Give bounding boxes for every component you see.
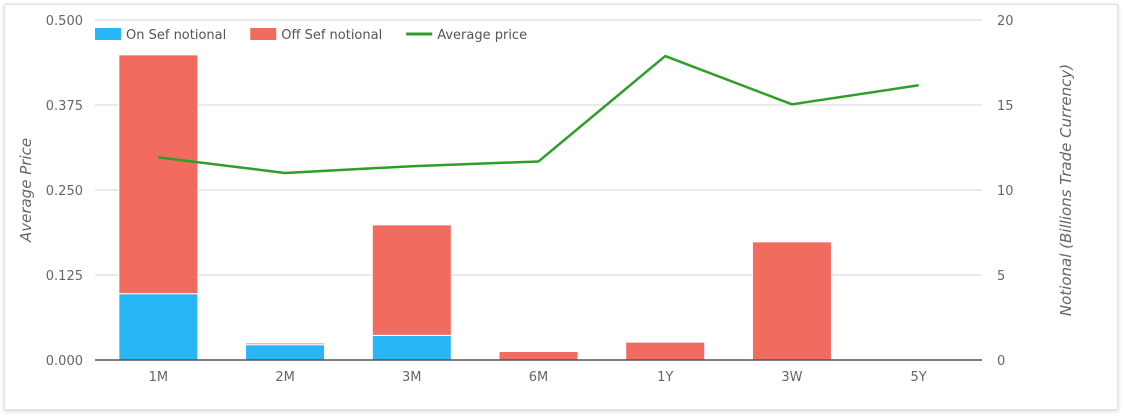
right-tick-label: 20 xyxy=(997,14,1014,29)
legend[interactable]: On Sef notional Off Sef notional Average p… xyxy=(95,28,527,43)
right-tick-label: 0 xyxy=(997,354,1005,369)
bars xyxy=(118,54,832,361)
x-tick-label: 1M xyxy=(149,370,169,385)
legend-label: On Sef notional xyxy=(126,28,226,43)
legend-label: Off Sef notional xyxy=(281,28,382,43)
gridlines xyxy=(95,19,982,276)
left-tick-label: 0.000 xyxy=(46,354,83,369)
left-y-axis-ticks: 0.000 0.125 0.250 0.375 0.500 xyxy=(46,14,83,369)
left-tick-label: 0.125 xyxy=(46,269,83,284)
bar-off-sef-notional xyxy=(498,351,579,361)
average-price-line xyxy=(158,54,919,175)
x-tick-label: 3M xyxy=(402,370,422,385)
x-tick-label: 3W xyxy=(781,370,802,385)
legend-swatch xyxy=(250,28,277,40)
bar-off-sef-notional xyxy=(625,341,706,361)
right-tick-label: 5 xyxy=(997,269,1005,284)
x-axis-ticks: 1M 2M 3M 6M 1Y 3W 5Y xyxy=(149,370,927,385)
bar-on-sef-notional xyxy=(371,334,452,361)
left-tick-label: 0.500 xyxy=(46,14,83,29)
legend-item-average-price[interactable]: Average price xyxy=(406,28,527,43)
line-path xyxy=(158,54,919,175)
legend-item-off-sef-notional[interactable]: Off Sef notional xyxy=(250,28,382,43)
legend-label: Average price xyxy=(437,28,527,43)
left-axis-title: Average Price xyxy=(17,138,35,243)
x-tick-label: 2M xyxy=(275,370,295,385)
bar-off-sef-notional xyxy=(245,342,326,346)
bar-off-sef-notional xyxy=(118,54,199,295)
left-tick-label: 0.250 xyxy=(46,184,83,199)
left-tick-label: 0.375 xyxy=(46,99,83,114)
bar-off-sef-notional xyxy=(371,224,452,336)
legend-item-on-sef-notional[interactable]: On Sef notional xyxy=(95,28,226,43)
right-axis-title: Notional (Billions Trade Currency) xyxy=(1057,64,1075,316)
bar-on-sef-notional xyxy=(245,344,326,361)
legend-swatch xyxy=(95,28,121,40)
x-tick-label: 6M xyxy=(529,370,549,385)
x-tick-label: 1Y xyxy=(657,370,673,385)
right-y-axis-ticks: 0 5 10 15 20 xyxy=(997,14,1014,369)
bar-off-sef-notional xyxy=(751,241,832,361)
bar-on-sef-notional xyxy=(118,293,199,361)
x-tick-label: 5Y xyxy=(911,370,927,385)
right-tick-label: 10 xyxy=(997,184,1014,199)
right-tick-label: 15 xyxy=(997,99,1014,114)
